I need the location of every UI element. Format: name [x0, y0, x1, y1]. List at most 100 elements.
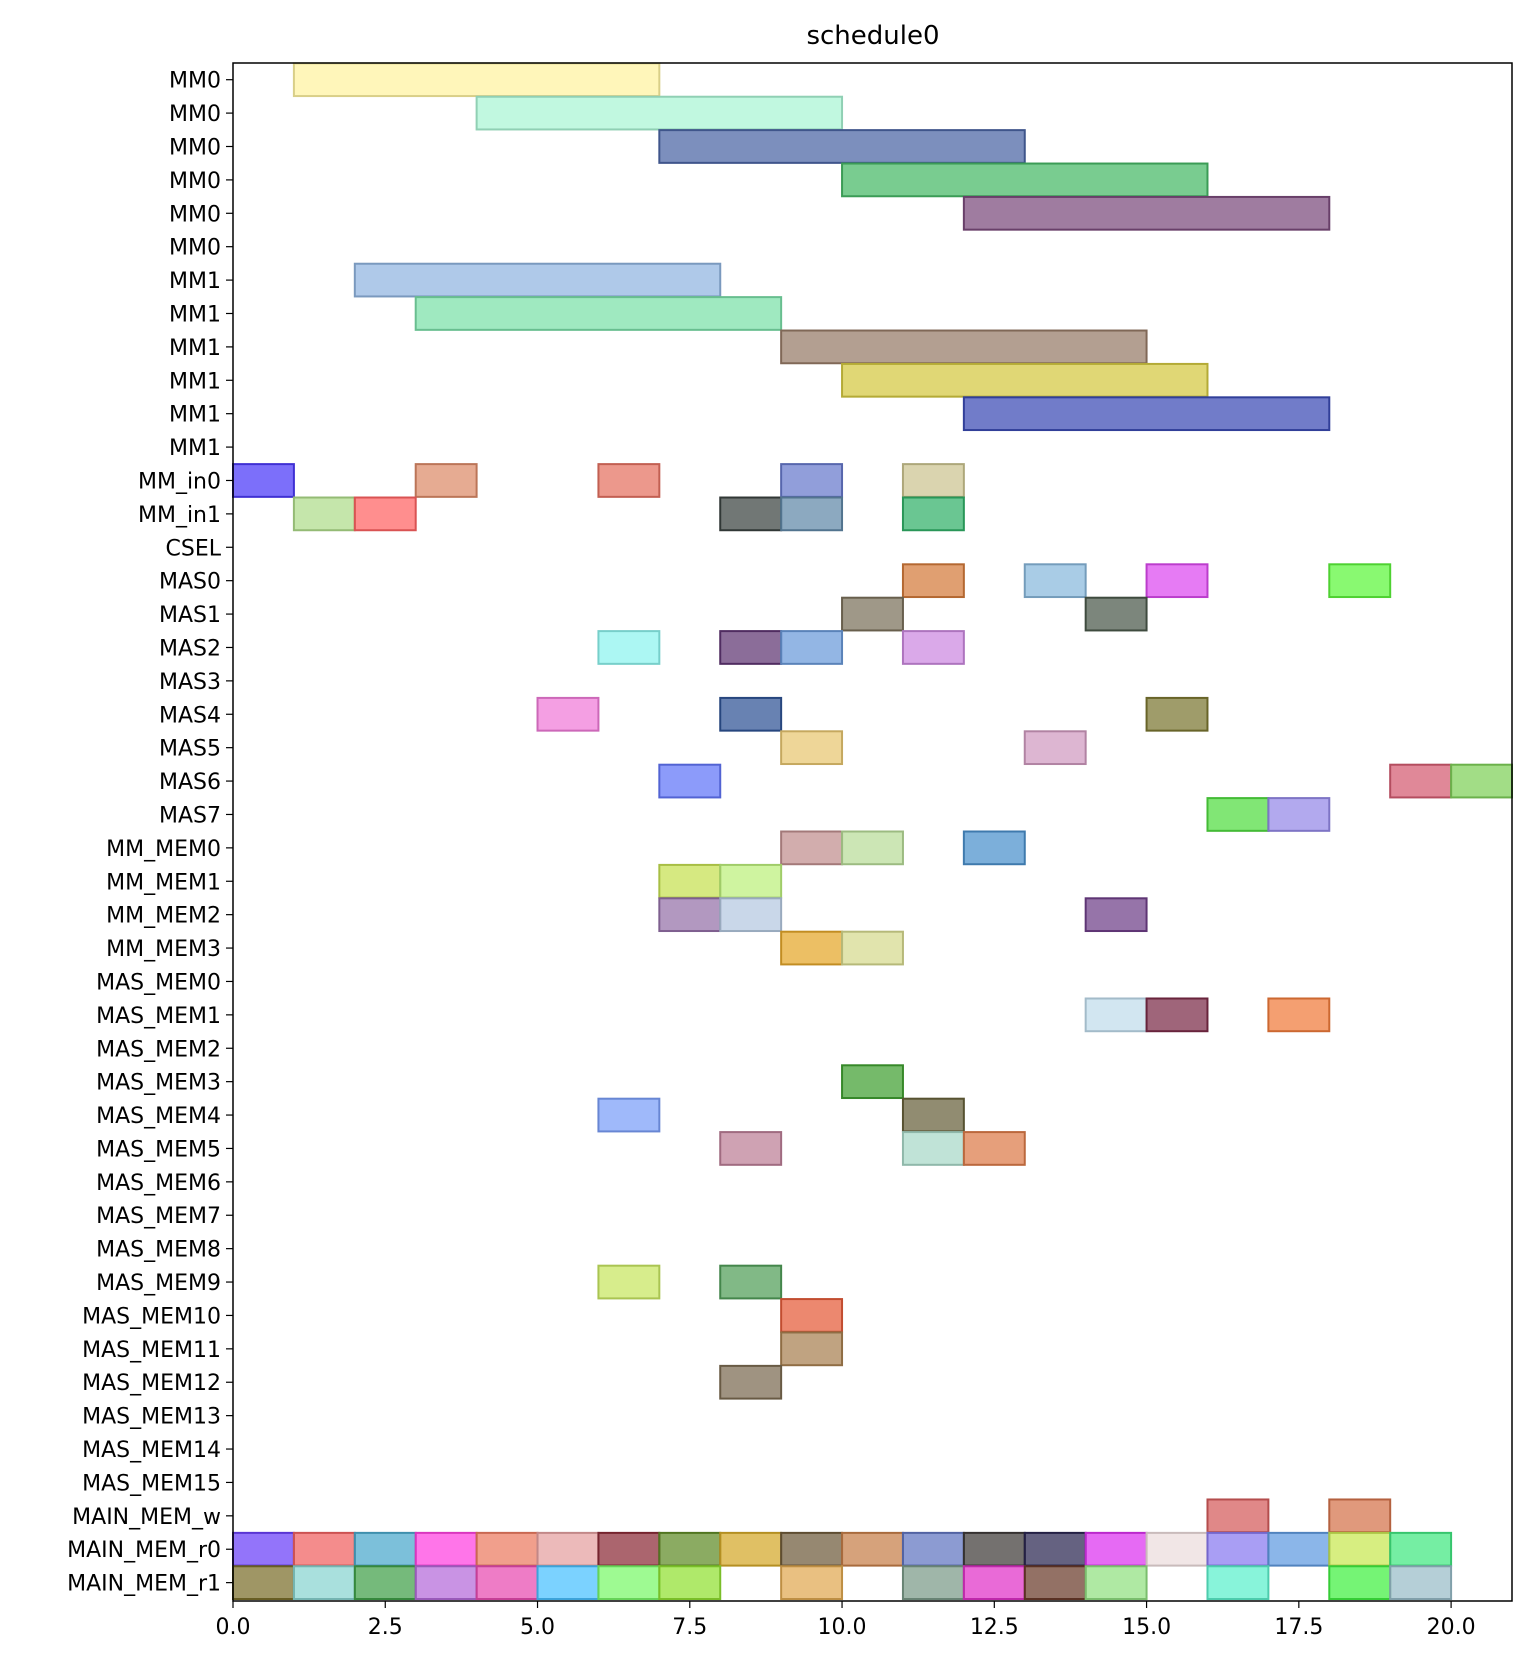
task-bar-mm-mem0-41 [841, 830, 904, 866]
task-bar-mm-mem2-45 [658, 897, 722, 933]
task-bar-mas-mem1-51 [1145, 997, 1209, 1033]
plot-frame [232, 62, 1513, 1602]
task-bar-main-mem-r1-90 [475, 1565, 539, 1601]
task-bar-main-mem-r0-81 [1145, 1531, 1209, 1567]
task-bar-mas-mem9-60 [719, 1264, 783, 1300]
task-bar-mm0-4 [962, 195, 1331, 231]
task-bar-mas-mem9-59 [597, 1264, 661, 1300]
x-tick-label: 20.0 [1427, 1615, 1476, 1640]
x-tick-label: 5.0 [520, 1615, 555, 1640]
task-bar-mm-in0-12 [597, 463, 661, 498]
x-tick-label: 12.5 [970, 1615, 1019, 1640]
task-bar-mas-mem5-57 [901, 1131, 965, 1166]
task-bar-main-mem-r0-79 [1023, 1531, 1087, 1567]
y-tick-label: MM0 [169, 135, 221, 160]
task-bar-mm-in1-19 [901, 496, 965, 532]
y-tick-label: MAS5 [159, 737, 221, 762]
y-tick-label: MAS6 [159, 770, 221, 795]
task-bar-mas-mem3-53 [841, 1064, 904, 1100]
task-bar-main-mem-r0-77 [901, 1531, 965, 1567]
y-tick-label: MAIN_MEM_r1 [67, 1572, 221, 1597]
task-bar-main-mem-r0-76 [841, 1531, 904, 1567]
y-tick-label: MM0 [169, 202, 221, 227]
task-bar-mm-mem2-47 [1084, 897, 1148, 933]
task-bar-main-mem-r0-84 [1328, 1531, 1392, 1567]
y-tick-label: MM0 [169, 69, 221, 94]
task-bar-main-mem-w-64 [1206, 1498, 1270, 1534]
task-bar-mas6-37 [1450, 763, 1513, 799]
task-bar-mas7-38 [1206, 797, 1270, 832]
task-bar-mas0-20 [901, 563, 965, 599]
task-bar-mas-mem10-61 [780, 1298, 844, 1333]
task-bar-mas4-31 [719, 696, 783, 732]
task-bar-main-mem-r0-68 [353, 1531, 417, 1567]
task-bar-main-mem-r1-97 [1023, 1565, 1087, 1601]
y-tick-label: MM1 [169, 336, 221, 361]
task-bar-mm-mem0-42 [962, 830, 1026, 866]
task-bar-main-mem-r0-78 [962, 1531, 1026, 1567]
y-tick-label: MAS_MEM10 [82, 1304, 221, 1329]
y-tick-label: MAS_MEM12 [82, 1371, 221, 1396]
task-bar-mm0-3 [841, 162, 1209, 198]
y-tick-label: MM1 [169, 403, 221, 428]
task-bar-mas-mem5-58 [962, 1131, 1026, 1166]
task-bar-mas7-39 [1267, 797, 1331, 832]
task-bar-mm-mem3-49 [841, 930, 904, 966]
y-tick-label: MAIN_MEM_r0 [67, 1538, 221, 1563]
task-bar-mm-in1-17 [719, 496, 783, 532]
task-bar-main-mem-r1-91 [536, 1565, 600, 1601]
task-bar-main-mem-w-65 [1328, 1498, 1392, 1534]
y-tick-label: MAS2 [159, 636, 221, 661]
task-bar-mm-mem3-48 [780, 930, 844, 966]
task-bar-mas2-29 [901, 630, 965, 665]
y-tick-label: MM0 [169, 102, 221, 127]
task-bar-main-mem-r0-66 [232, 1531, 295, 1567]
y-tick-label: MM1 [169, 302, 221, 327]
y-tick-label: MAS_MEM13 [82, 1405, 221, 1430]
task-bar-main-mem-r1-95 [901, 1565, 965, 1601]
task-bar-mas-mem1-50 [1084, 997, 1148, 1033]
task-bar-main-mem-r0-71 [536, 1531, 600, 1567]
task-bar-mm-mem0-40 [780, 830, 844, 866]
chart-title: schedule0 [806, 21, 939, 51]
y-tick-label: MAS_MEM5 [96, 1137, 221, 1162]
y-tick-label: MAS_MEM11 [82, 1338, 221, 1363]
task-bar-main-mem-r1-87 [292, 1565, 356, 1601]
task-bar-mas4-30 [536, 696, 600, 732]
bars-layer [232, 62, 1513, 1601]
y-tick-label: MM1 [169, 269, 221, 294]
task-bar-main-mem-r1-92 [597, 1565, 661, 1601]
task-bar-mm-in0-11 [414, 463, 478, 498]
task-bar-main-mem-r0-72 [597, 1531, 661, 1567]
y-tick-label: MAS_MEM0 [96, 970, 221, 995]
y-tick-label: MM_MEM1 [106, 870, 221, 895]
task-bar-mm-in1-16 [353, 496, 417, 532]
task-bar-main-mem-r0-83 [1267, 1531, 1331, 1567]
task-bar-mm-in1-18 [780, 496, 844, 532]
task-bar-main-mem-r1-101 [1389, 1565, 1453, 1601]
task-bar-mm-in1-15 [292, 496, 356, 532]
task-bar-mas4-32 [1145, 696, 1209, 732]
task-bar-main-mem-r1-93 [658, 1565, 722, 1601]
task-bar-main-mem-r1-96 [962, 1565, 1026, 1601]
task-bar-main-mem-r0-69 [414, 1531, 478, 1567]
x-axis: 0.0 2.5 5.0 7.5 10.0 12.5 15.0 17.5 20.0 [216, 1601, 1476, 1640]
y-tick-label: MM_MEM2 [106, 904, 221, 929]
task-bar-mm-mem1-44 [719, 863, 783, 899]
task-bar-main-mem-r1-98 [1084, 1565, 1148, 1601]
task-bar-mm-mem1-43 [658, 863, 722, 899]
task-bar-main-mem-r0-85 [1389, 1531, 1453, 1567]
x-tick-label: 0.0 [216, 1615, 251, 1640]
y-tick-label: MM_MEM3 [106, 937, 221, 962]
y-tick-label: MM0 [169, 236, 221, 261]
y-tick-label: MAS_MEM8 [96, 1238, 221, 1263]
x-tick-label: 15.0 [1122, 1615, 1171, 1640]
task-bar-mm-in0-10 [232, 463, 295, 498]
task-bar-mas-mem11-62 [780, 1331, 844, 1367]
y-tick-label: MAS_MEM7 [96, 1204, 221, 1229]
task-bar-mm1-7 [780, 329, 1148, 365]
task-bar-main-mem-r1-100 [1328, 1565, 1392, 1601]
x-tick-label: 10.0 [818, 1615, 867, 1640]
task-bar-mas-mem12-63 [719, 1364, 783, 1400]
y-tick-label: MM1 [169, 436, 221, 461]
